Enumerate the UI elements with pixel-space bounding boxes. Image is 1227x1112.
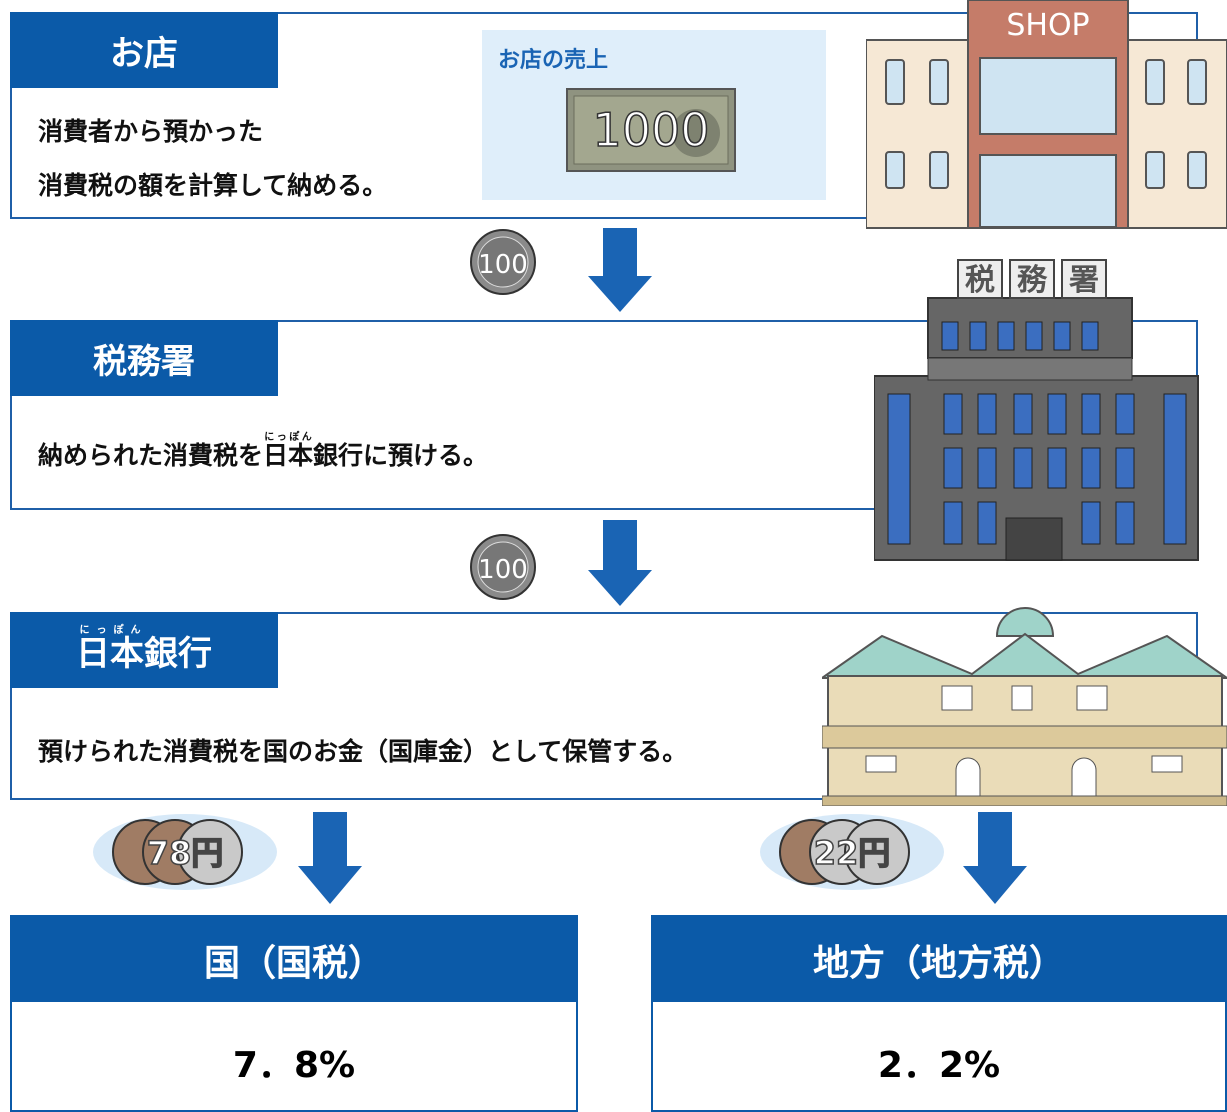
dest-rate: 7．8% <box>232 1045 356 1086</box>
text: 銀行 <box>144 633 212 674</box>
ruby: 日本にっぽん <box>263 432 314 470</box>
bank-building <box>822 607 1227 806</box>
coin: 100 <box>478 250 528 280</box>
shop-building: SHOP <box>866 0 1227 229</box>
local-box: 地方（地方税） 2．2% <box>651 915 1227 1112</box>
bill: 1000 <box>566 88 736 172</box>
bank-title: 日本にっぽん 銀行 <box>10 612 278 688</box>
dest-title: 地方（地方税） <box>653 917 1225 1002</box>
bank-desc: 預けられた消費税を国のお金（国庫金）として保管する。 <box>38 737 688 766</box>
text: 納められた消費税を <box>38 441 264 470</box>
dest-rate: 2．2% <box>877 1045 1001 1086</box>
flow-1: 100 <box>470 228 652 312</box>
tax-title: 税務署 <box>10 320 278 396</box>
flow-2: 100 <box>470 520 652 606</box>
split-right: 22円 <box>760 812 1027 904</box>
sign-char: 署 <box>1069 263 1099 298</box>
ruby: 日本にっぽん <box>76 625 144 675</box>
shop-desc: 消費者から預かった <box>38 117 264 146</box>
shop-title: お店 <box>10 12 278 88</box>
reading: にっぽん <box>76 625 144 636</box>
split-left: 78円 <box>93 812 362 904</box>
sign-char: 務 <box>1017 263 1048 298</box>
text: 日本 <box>76 634 144 674</box>
tax-desc: 納められた消費税を日本にっぽん銀行に預ける。 <box>38 432 488 472</box>
sales-label: お店の売上 <box>498 48 609 73</box>
coin: 22円 <box>814 834 891 872</box>
coin: 78円 <box>147 834 224 872</box>
national-box: 国（国税） 7．8% <box>10 915 578 1112</box>
dest-title: 国（国税） <box>12 917 576 1002</box>
sign-char: 税 <box>965 263 995 298</box>
shop-sign: SHOP <box>1006 8 1089 43</box>
reading: にっぽん <box>263 432 314 443</box>
bill-amount: 1000 <box>592 103 709 157</box>
coin: 100 <box>478 555 528 585</box>
tax-building: 税務署 <box>874 259 1199 561</box>
text: 銀行に預ける。 <box>313 441 489 470</box>
shop-desc: 消費税の額を計算して納める。 <box>38 171 388 200</box>
text: 日本 <box>263 441 314 470</box>
